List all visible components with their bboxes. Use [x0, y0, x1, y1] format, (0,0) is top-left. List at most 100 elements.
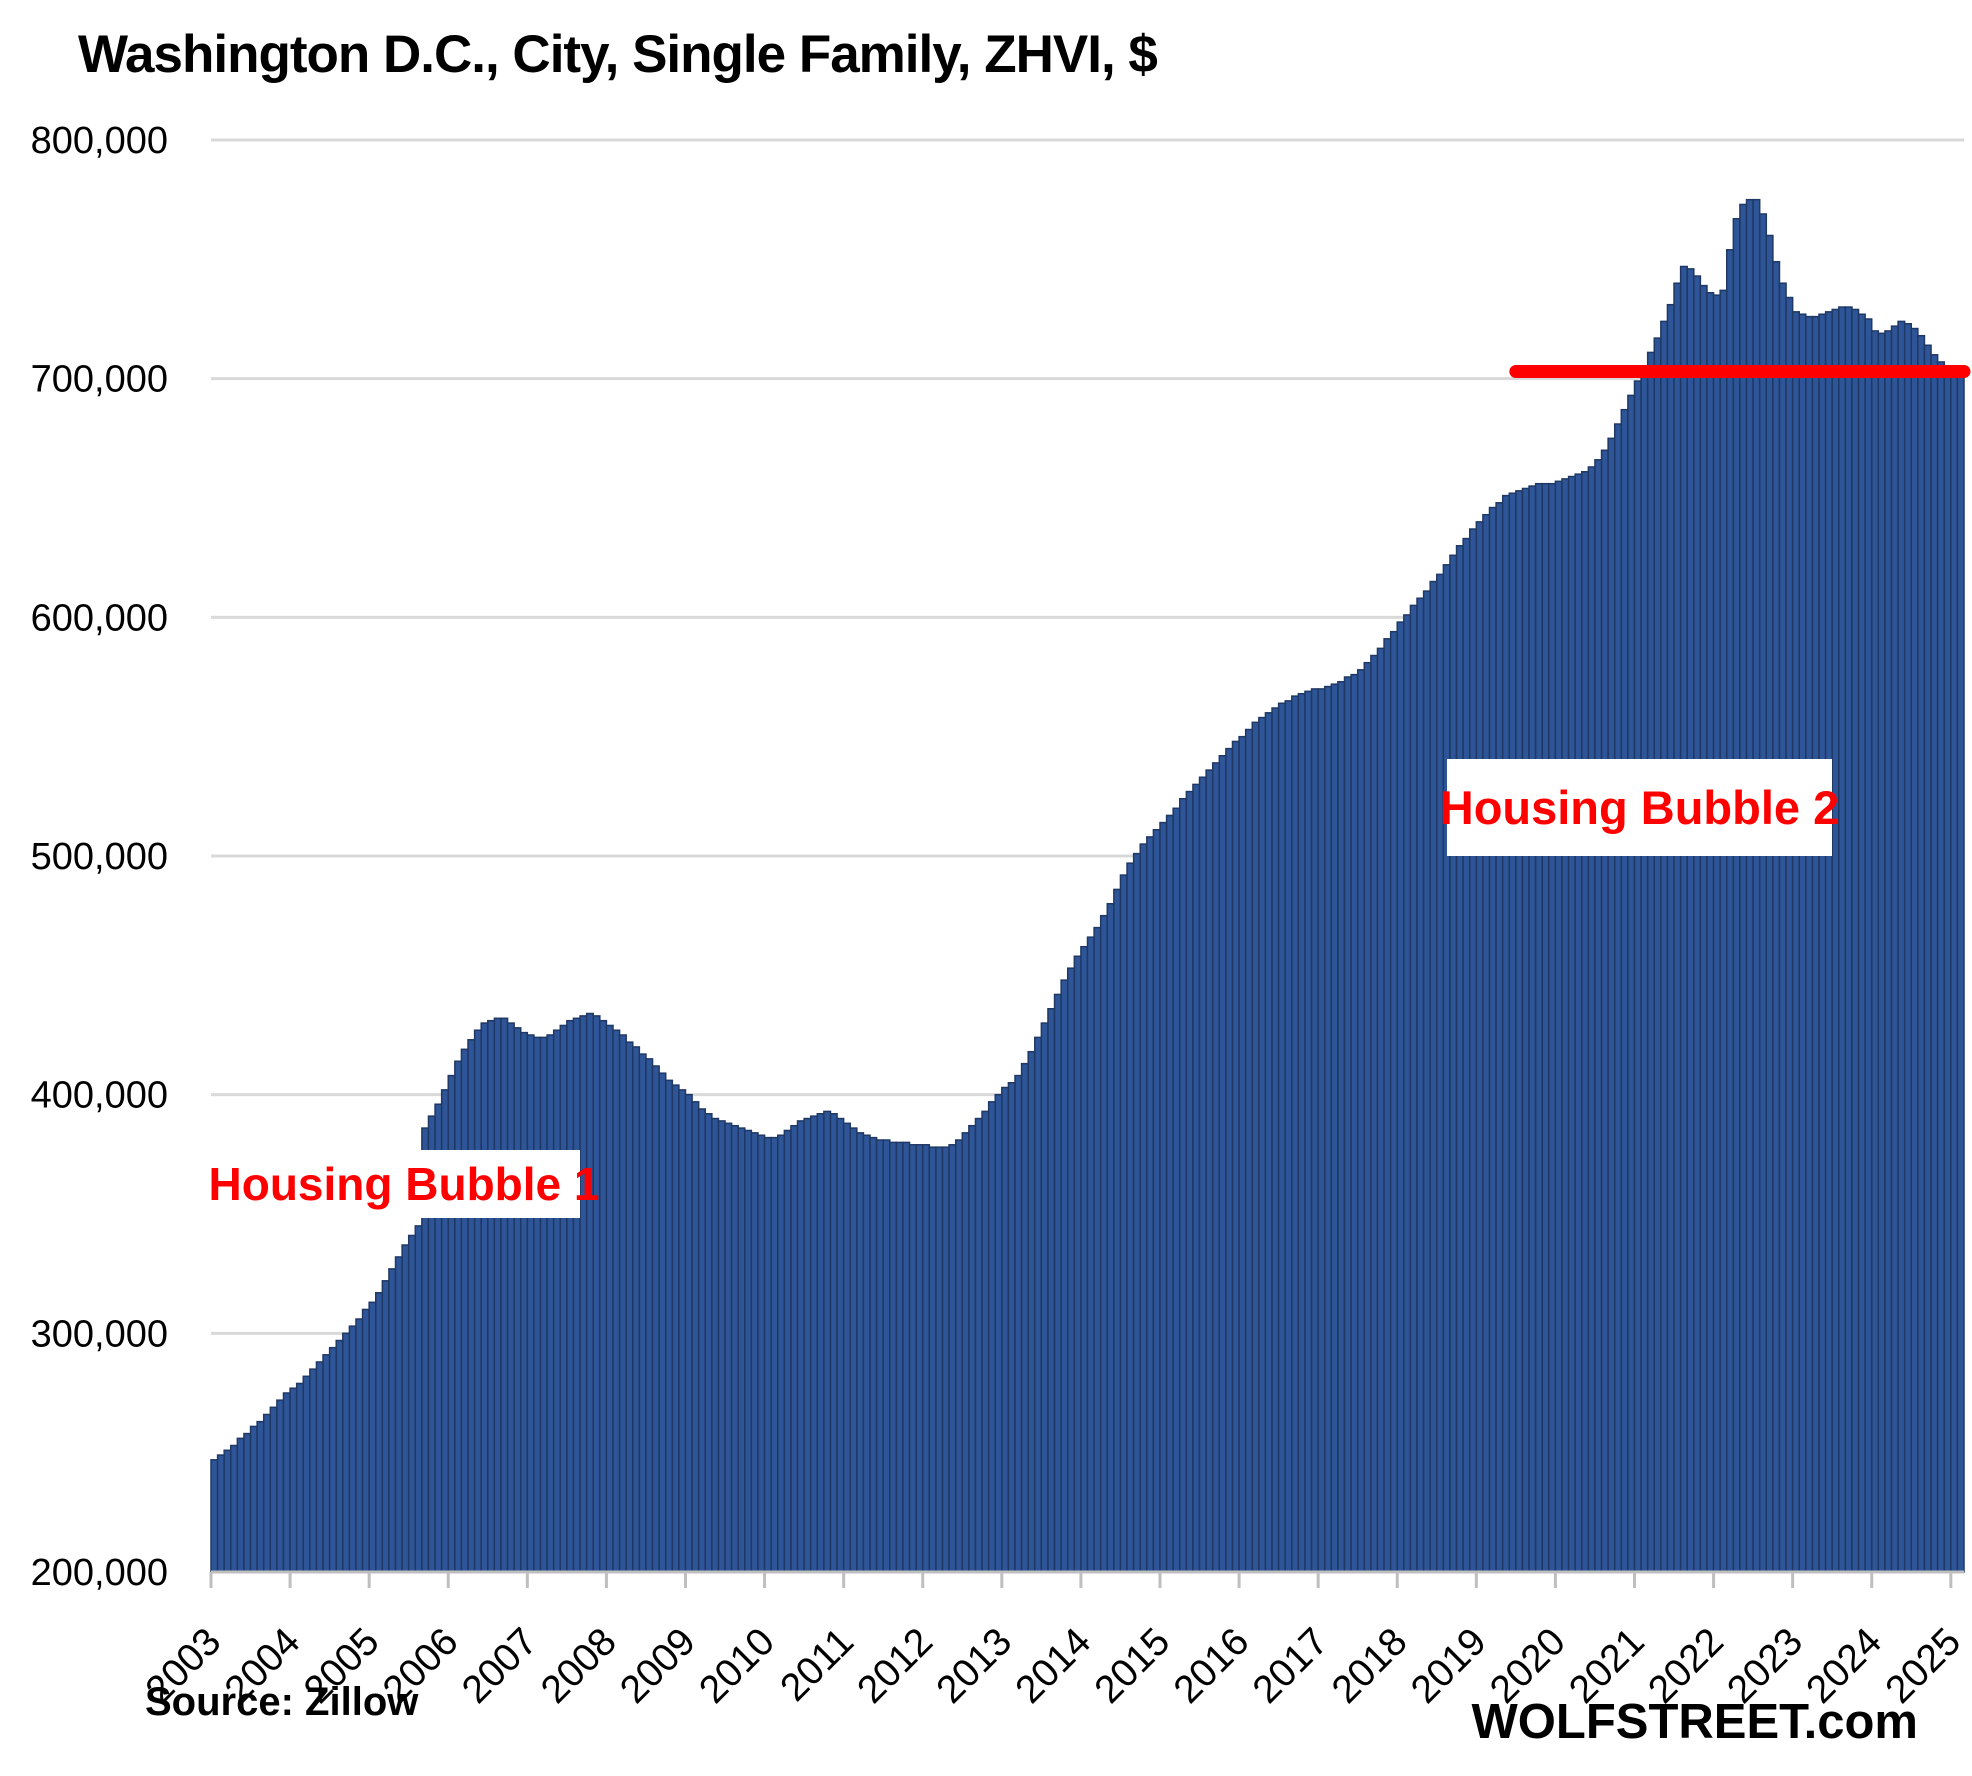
zhvi-month-bar [1917, 334, 1926, 1573]
zhvi-month-bar [1442, 564, 1451, 1573]
zhvi-month-bar [552, 1029, 562, 1573]
zhvi-month-bar [612, 1029, 621, 1573]
zhvi-month-bar [335, 1339, 344, 1573]
housing-bubble-1-annotation: Housing Bubble 1 [209, 1150, 600, 1218]
zhvi-month-bar [1014, 1074, 1023, 1573]
y-axis-tick-label: 700,000 [31, 359, 168, 401]
chart-title: Washington D.C., City, Single Family, ZH… [78, 25, 1158, 84]
zhvi-month-bar [355, 1318, 364, 1573]
zhvi-month-bar [1146, 836, 1155, 1573]
zhvi-month-bar [1956, 370, 1965, 1573]
zhvi-month-bar [1732, 218, 1741, 1573]
zhvi-month-bar [1416, 597, 1425, 1573]
zhvi-month-bar [256, 1420, 265, 1573]
zhvi-month-bar [1462, 537, 1471, 1573]
zhvi-month-bar [724, 1122, 733, 1573]
zhvi-month-bar [1066, 967, 1076, 1573]
zhvi-month-bar [1594, 459, 1603, 1573]
zhvi-month-bar [908, 1144, 917, 1573]
zhvi-month-bar [1857, 313, 1866, 1573]
zhvi-month-bar [921, 1144, 931, 1573]
x-axis-year-label: 2015 [1087, 1620, 1179, 1712]
zhvi-month-bar [572, 1017, 581, 1573]
zhvi-month-bar [230, 1444, 239, 1573]
zhvi-month-bar [1521, 487, 1530, 1573]
y-axis-tick-label: 800,000 [31, 120, 168, 162]
zhvi-month-bar [302, 1375, 311, 1573]
zhvi-month-bar [823, 1110, 832, 1573]
zhvi-month-bar [1113, 888, 1122, 1573]
zhvi-month-bar [1152, 828, 1161, 1573]
zhvi-month-bar [1495, 502, 1504, 1573]
zhvi-month-bar [1291, 695, 1300, 1573]
zhvi-month-bar [1699, 284, 1708, 1573]
zhvi-month-bar [1317, 688, 1326, 1573]
zhvi-month-bar [941, 1146, 950, 1573]
zhvi-month-bar [1864, 318, 1873, 1573]
zhvi-month-bar [1172, 807, 1181, 1573]
zhvi-month-bar [1501, 494, 1511, 1573]
zhvi-month-bar [1047, 1007, 1056, 1573]
zhvi-month-bar [1633, 380, 1642, 1573]
zhvi-month-bar [1198, 776, 1207, 1573]
source-credit: Source: Zillow [145, 1680, 419, 1724]
zhvi-month-bar [1106, 902, 1115, 1573]
zhvi-month-bar [895, 1141, 904, 1573]
zhvi-month-bar [1034, 1036, 1043, 1573]
zhvi-month-bar [902, 1141, 911, 1573]
zhvi-month-bar [849, 1127, 858, 1573]
zhvi-month-bar [915, 1144, 924, 1573]
zhvi-month-bar [816, 1113, 825, 1573]
zhvi-month-bar [361, 1308, 370, 1573]
zhvi-month-bar [829, 1113, 838, 1573]
zhvi-month-bar [460, 1048, 469, 1573]
zhvi-month-bar [513, 1027, 522, 1573]
zhvi-month-bar [454, 1060, 463, 1573]
zhvi-month-bar [1851, 308, 1860, 1573]
zhvi-month-bar [1304, 690, 1313, 1573]
zhvi-month-bar [935, 1146, 944, 1573]
zhvi-month-bar [1805, 315, 1814, 1573]
zhvi-month-bar [342, 1332, 351, 1573]
zhvi-month-bar [717, 1120, 726, 1573]
x-axis-year-label: 2007 [454, 1620, 546, 1712]
zhvi-month-bar [1060, 979, 1069, 1573]
y-axis-tick-label: 400,000 [31, 1075, 168, 1117]
zhvi-month-bar [1653, 337, 1662, 1573]
zhvi-month-bar [1884, 330, 1893, 1573]
zhvi-month-bar [632, 1046, 641, 1573]
zhvi-month-bar [1211, 762, 1221, 1573]
zhvi-month-bar [546, 1034, 555, 1573]
zhvi-month-bar [262, 1413, 272, 1573]
y-axis-tick-label: 600,000 [31, 597, 168, 639]
zhvi-month-bar [1534, 482, 1543, 1573]
zhvi-month-bar [856, 1132, 865, 1573]
zhvi-month-bar [223, 1449, 232, 1573]
zhvi-month-bar [1053, 993, 1062, 1573]
x-axis-year-label: 2008 [533, 1620, 625, 1712]
zhvi-month-bar [1271, 707, 1280, 1573]
zhvi-month-bar [763, 1136, 772, 1573]
zhvi-month-bar [1903, 323, 1913, 1573]
zhvi-month-bar [1403, 614, 1412, 1573]
zhvi-month-bar [1844, 306, 1853, 1573]
zhvi-month-bar [1811, 315, 1820, 1573]
zhvi-month-bar [216, 1454, 225, 1573]
zhvi-month-bar [1936, 361, 1945, 1573]
zhvi-month-bar [210, 1459, 219, 1573]
zhvi-month-bar [664, 1079, 674, 1573]
zhvi-month-bar [1284, 700, 1293, 1573]
zhvi-month-bar [875, 1139, 884, 1573]
zhvi-month-bar [1778, 282, 1787, 1573]
zhvi-month-bar [1831, 308, 1840, 1573]
zhvi-month-bar [1890, 325, 1899, 1573]
zhvi-month-bar [928, 1146, 937, 1573]
zhvi-month-bar [1370, 654, 1379, 1573]
zhvi-month-bar [473, 1029, 482, 1573]
zhvi-month-bar [289, 1387, 298, 1573]
zhvi-month-bar [1099, 914, 1109, 1573]
zhvi-month-bar [1119, 874, 1128, 1573]
zhvi-month-bar [1389, 630, 1398, 1573]
zhvi-month-bar [1159, 821, 1168, 1573]
zhvi-month-bar [1376, 647, 1385, 1573]
